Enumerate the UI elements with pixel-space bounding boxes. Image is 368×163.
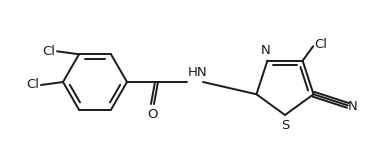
Text: Cl: Cl [26,79,39,91]
Text: S: S [281,119,289,132]
Text: N: N [261,44,270,57]
Text: Cl: Cl [42,45,55,58]
Text: O: O [147,108,157,121]
Text: HN: HN [188,66,208,79]
Text: N: N [348,100,357,113]
Text: Cl: Cl [314,38,328,51]
